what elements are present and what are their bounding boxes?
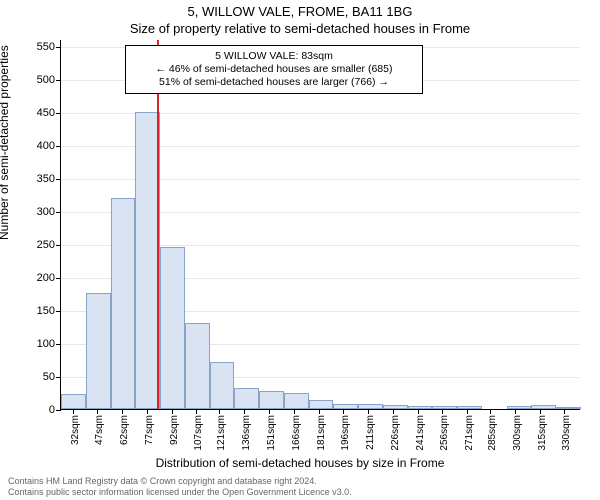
x-tick-mark	[540, 409, 541, 414]
x-tick-label: 330sqm	[561, 415, 572, 451]
histogram-bar	[556, 407, 581, 409]
x-tick-mark	[294, 409, 295, 414]
x-tick-label: 136sqm	[241, 415, 252, 451]
y-tick-label: 0	[49, 404, 61, 416]
x-tick-mark	[122, 409, 123, 414]
histogram-bar	[86, 293, 111, 409]
x-tick-mark	[244, 409, 245, 414]
x-tick-mark	[147, 409, 148, 414]
histogram-bar	[160, 247, 185, 409]
x-tick-label: 121sqm	[216, 415, 227, 451]
histogram-bar	[259, 391, 284, 410]
annotation-box: 5 WILLOW VALE: 83sqm ← 46% of semi-detac…	[125, 45, 423, 94]
x-tick-label: 241sqm	[415, 415, 426, 451]
x-tick-mark	[393, 409, 394, 414]
histogram-bar	[284, 393, 309, 409]
annotation-line2: ← 46% of semi-detached houses are smalle…	[134, 63, 414, 76]
x-tick-mark	[467, 409, 468, 414]
footer-attribution: Contains HM Land Registry data © Crown c…	[8, 476, 592, 498]
x-tick-mark	[343, 409, 344, 414]
x-tick-mark	[73, 409, 74, 414]
x-tick-mark	[319, 409, 320, 414]
histogram-bar	[408, 406, 433, 409]
footer-line2: Contains public sector information licen…	[8, 487, 592, 498]
x-tick-label: 256sqm	[439, 415, 450, 451]
chart-container: 5, WILLOW VALE, FROME, BA11 1BG Size of …	[0, 0, 600, 500]
histogram-bar	[358, 404, 383, 409]
y-tick-label: 550	[37, 41, 61, 53]
x-tick-mark	[219, 409, 220, 414]
x-tick-label: 285sqm	[487, 415, 498, 451]
histogram-bar	[210, 362, 235, 409]
histogram-bar	[185, 323, 210, 409]
histogram-bar	[507, 406, 532, 409]
x-tick-label: 77sqm	[144, 415, 155, 445]
histogram-bar	[457, 406, 482, 409]
histogram-bar	[531, 405, 556, 409]
y-tick-label: 250	[37, 239, 61, 251]
reference-line	[157, 40, 159, 409]
y-tick-label: 100	[37, 338, 61, 350]
x-tick-label: 62sqm	[119, 415, 130, 445]
y-axis-label: Number of semi-detached properties	[0, 45, 11, 240]
x-tick-label: 300sqm	[512, 415, 523, 451]
x-tick-mark	[515, 409, 516, 414]
histogram-bar	[333, 404, 358, 409]
y-tick-label: 150	[37, 305, 61, 317]
y-tick-label: 500	[37, 74, 61, 86]
y-tick-label: 300	[37, 206, 61, 218]
x-tick-label: 315sqm	[537, 415, 548, 451]
x-tick-label: 166sqm	[291, 415, 302, 451]
x-tick-label: 151sqm	[266, 415, 277, 451]
annotation-line1: 5 WILLOW VALE: 83sqm	[134, 50, 414, 63]
histogram-bar	[309, 400, 334, 409]
chart-title-line2: Size of property relative to semi-detach…	[0, 21, 600, 36]
x-tick-label: 107sqm	[193, 415, 204, 451]
x-tick-label: 226sqm	[390, 415, 401, 451]
y-tick-label: 350	[37, 173, 61, 185]
x-tick-label: 181sqm	[316, 415, 327, 451]
x-tick-mark	[196, 409, 197, 414]
x-tick-label: 271sqm	[464, 415, 475, 451]
histogram-bar	[432, 406, 457, 409]
y-tick-label: 200	[37, 272, 61, 284]
x-tick-mark	[269, 409, 270, 414]
x-tick-label: 196sqm	[340, 415, 351, 451]
histogram-bar	[234, 388, 259, 409]
footer-line1: Contains HM Land Registry data © Crown c…	[8, 476, 592, 487]
x-tick-mark	[368, 409, 369, 414]
plot-area: 05010015020025030035040045050055032sqm47…	[60, 40, 580, 410]
x-tick-label: 92sqm	[169, 415, 180, 445]
y-tick-label: 50	[43, 371, 61, 383]
y-tick-label: 400	[37, 140, 61, 152]
x-tick-mark	[97, 409, 98, 414]
chart-title-line1: 5, WILLOW VALE, FROME, BA11 1BG	[0, 4, 600, 19]
x-tick-mark	[490, 409, 491, 414]
x-tick-mark	[172, 409, 173, 414]
x-axis-label: Distribution of semi-detached houses by …	[0, 456, 600, 470]
histogram-bar	[111, 198, 136, 409]
x-tick-mark	[564, 409, 565, 414]
x-tick-label: 47sqm	[94, 415, 105, 445]
x-tick-mark	[442, 409, 443, 414]
x-tick-mark	[418, 409, 419, 414]
x-tick-label: 32sqm	[70, 415, 81, 445]
histogram-bar	[383, 405, 408, 409]
x-tick-label: 211sqm	[365, 415, 376, 450]
annotation-line3: 51% of semi-detached houses are larger (…	[134, 76, 414, 89]
y-tick-label: 450	[37, 107, 61, 119]
histogram-bar	[61, 394, 86, 409]
